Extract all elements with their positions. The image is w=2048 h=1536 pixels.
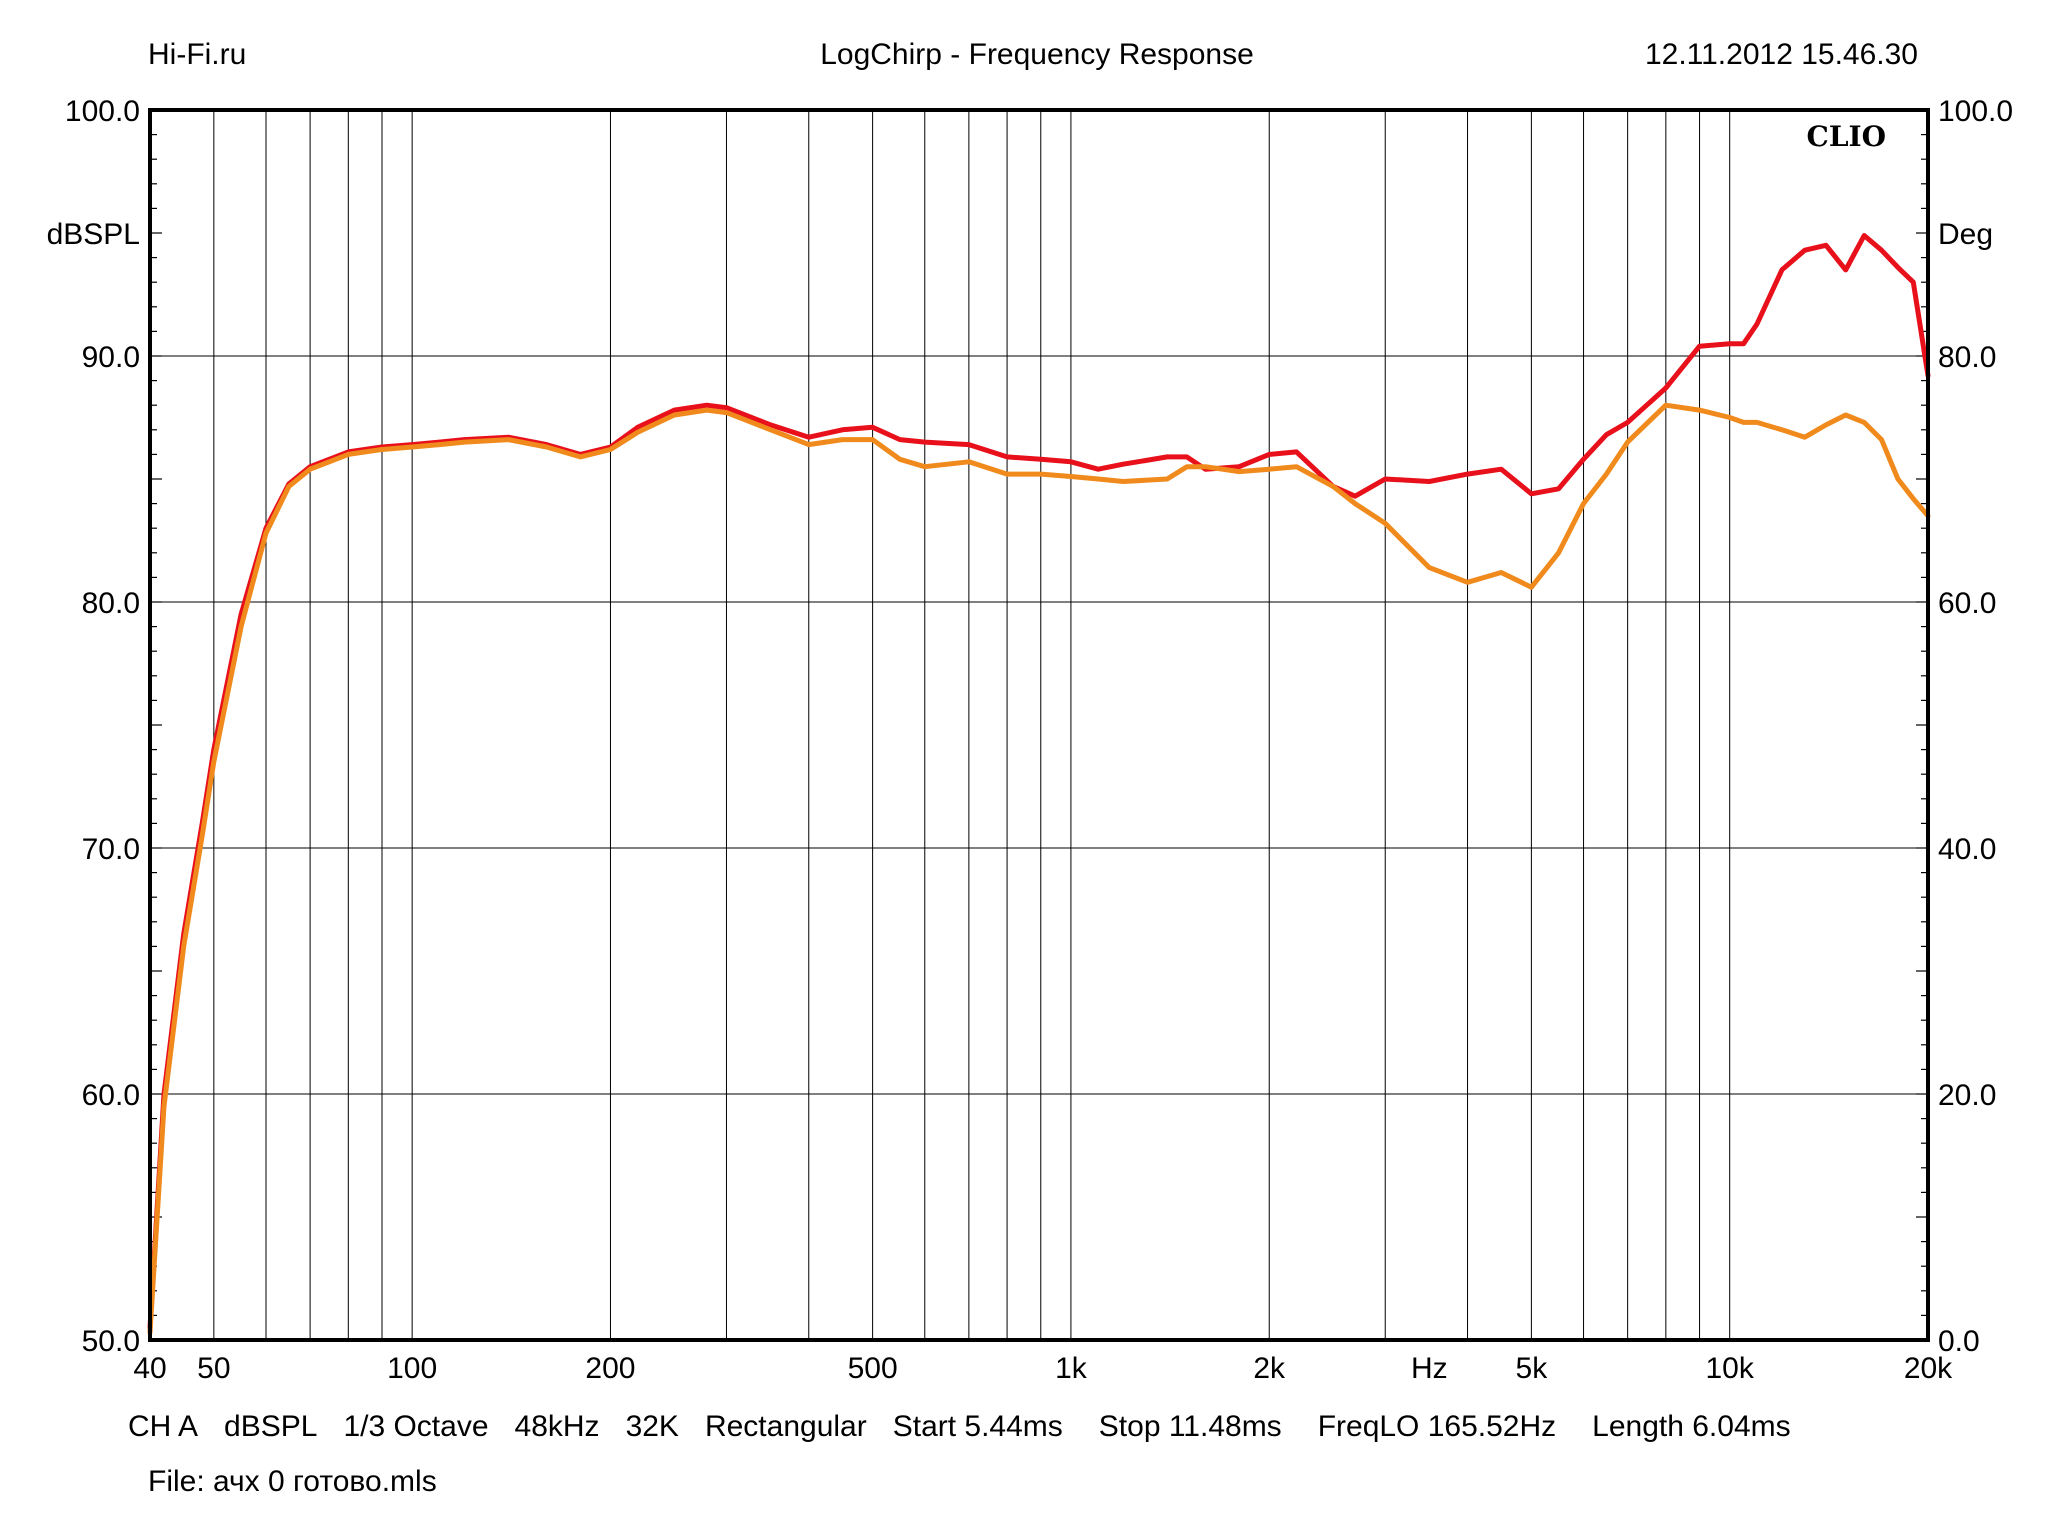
footer-item: 1/3 Octave: [343, 1410, 489, 1443]
series-line-1: [147, 233, 1931, 1331]
footer-info: CH A dBSPL 1/3 Octave 48kHz 32K Rectangular St…: [128, 1412, 1791, 1442]
x-tick-label: 5k: [1516, 1352, 1549, 1385]
x-tick-label: 500: [848, 1352, 898, 1385]
footer-item: Stop 11.48ms: [1098, 1410, 1282, 1443]
x-tick-label: 100: [387, 1352, 437, 1385]
y-tick-label: 70.0: [82, 833, 140, 866]
y-tick-label: 80.0: [82, 587, 140, 620]
x-tick-label: 1k: [1055, 1352, 1088, 1385]
x-tick-label: 10k: [1706, 1352, 1755, 1385]
footer-item: 48kHz: [514, 1410, 600, 1443]
footer-item: FreqLO 165.52Hz: [1317, 1410, 1557, 1443]
footer-item: CH A: [128, 1410, 199, 1443]
header-left: Hi-Fi.ru: [148, 38, 247, 71]
y2-tick-label: 100.0: [1938, 95, 2013, 128]
x-axis-label: Hz: [1411, 1352, 1448, 1385]
clio-watermark: CLIO: [1807, 120, 1886, 153]
x-tick-label: 200: [585, 1352, 635, 1385]
footer-item: 32K: [625, 1410, 679, 1443]
x-tick-label: 2k: [1253, 1352, 1286, 1385]
file-name: File: ачх 0 готово.mls: [148, 1465, 437, 1498]
footer-item: Length 6.04ms: [1592, 1410, 1791, 1443]
y2-tick-label: 0.0: [1938, 1325, 1980, 1358]
plot-frame: [148, 108, 1930, 1342]
y-axis-label: dBSPL: [47, 218, 140, 251]
y-tick-label: 50.0: [82, 1325, 140, 1358]
y2-tick-label: 60.0: [1938, 587, 1996, 620]
footer-item: Start 5.44ms: [892, 1410, 1063, 1443]
series-line-2: [147, 402, 1931, 1336]
x-tick-label: 50: [197, 1352, 230, 1385]
y-tick-label: 60.0: [82, 1079, 140, 1112]
y2-tick-label: 80.0: [1938, 341, 1996, 374]
chart-title: LogChirp - Frequency Response: [820, 38, 1254, 71]
footer-item: Rectangular: [704, 1410, 867, 1443]
y2-axis-label: Deg: [1938, 218, 1993, 251]
header-datetime: 12.11.2012 15.46.30: [1644, 38, 1918, 71]
y-tick-label: 100.0: [65, 95, 140, 128]
y2-tick-label: 40.0: [1938, 833, 1996, 866]
x-tick-label: 40: [133, 1352, 166, 1385]
y2-tick-label: 20.0: [1938, 1079, 1996, 1112]
x-tick-label: 20k: [1904, 1352, 1953, 1385]
y-tick-label: 90.0: [82, 341, 140, 374]
footer-item: dBSPL: [224, 1410, 318, 1443]
